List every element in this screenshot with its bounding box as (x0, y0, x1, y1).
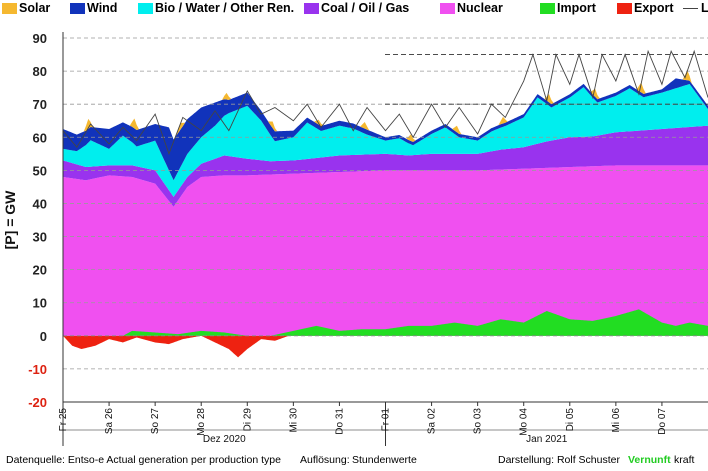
legend-item: Solar (2, 0, 50, 16)
x-tick-label: Mo 04 (519, 408, 530, 436)
y-tick-label: 20 (33, 263, 47, 278)
legend-label: Bio / Water / Other Ren. (155, 1, 295, 15)
y-tick-label: 0 (40, 329, 47, 344)
y-tick-label: -10 (28, 362, 47, 377)
legend: Solar Wind Bio / Water / Other Ren. Coal / … (0, 0, 708, 16)
y-tick-label: 50 (33, 163, 47, 178)
legend-swatch (2, 2, 17, 14)
x-tick-label: Do 07 (657, 408, 668, 435)
footer: Datenquelle: Entso-e Actual generation p… (0, 451, 708, 471)
y-tick-label: 70 (33, 97, 47, 112)
legend-swatch (440, 2, 455, 14)
legend-swatch (70, 2, 85, 14)
legend-item: Load (683, 0, 708, 16)
footer-resolution-value: Stundenwerte (352, 454, 417, 466)
y-tick-label: 30 (33, 230, 47, 245)
x-tick-label: Di 29 (242, 408, 253, 432)
legend-item: Import (540, 0, 596, 16)
area-bio-water-other-ren (63, 84, 708, 197)
chart: 90 80 70 60 50 40 30 20 10 0 -10 -20 [P] = GW Fr 25 Sa… (2, 31, 708, 446)
x-tick-label: Mo 28 (196, 408, 207, 436)
legend-item: Export (617, 0, 674, 16)
legend-swatch (683, 7, 698, 9)
legend-label: Import (557, 1, 596, 15)
y-tick-label: 80 (33, 64, 47, 79)
y-tick-label: 40 (33, 196, 47, 211)
footer-author: Darstellung: Rolf Schuster (498, 454, 620, 466)
legend-label: Load (701, 1, 708, 15)
area-export (63, 335, 708, 358)
legend-label: Nuclear (457, 1, 503, 15)
legend-swatch (540, 2, 555, 14)
legend-label: Solar (19, 1, 51, 15)
legend-label: Export (634, 1, 674, 15)
x-tick-label: Do 31 (334, 408, 345, 435)
month-label: Jan 2021 (526, 434, 568, 445)
footer-brand-green: Vernunft (628, 454, 671, 466)
load-line (62, 49, 708, 156)
x-tick-label: Fr 25 (58, 408, 69, 432)
month-label: Dez 2020 (203, 434, 246, 445)
legend-label: Coal / Oil / Gas (321, 1, 410, 15)
x-tick-label: Mi 06 (611, 408, 622, 433)
x-tick-label: Sa 26 (104, 408, 115, 435)
footer-brand-rest: kraft (674, 454, 695, 466)
legend-item: Wind (70, 0, 117, 16)
area-import (63, 309, 708, 336)
legend-item: Nuclear (440, 0, 503, 16)
area-coal-oil-gas (63, 125, 708, 207)
x-tick-label: Di 05 (565, 408, 576, 432)
x-tick-label: Sa 02 (427, 408, 438, 435)
y-tick-label: -20 (28, 395, 47, 410)
footer-resolution-label: Auflösung: (300, 454, 350, 466)
legend-item: Coal / Oil / Gas (304, 0, 409, 16)
legend-swatch (304, 2, 319, 14)
area-nuclear (63, 165, 708, 336)
footer-source: Datenquelle: Entso-e Actual generation p… (6, 454, 281, 466)
legend-item: Bio / Water / Other Ren. (138, 0, 294, 16)
x-tick-label: So 03 (473, 408, 484, 435)
x-tick-label: Mi 30 (288, 408, 299, 433)
legend-swatch (138, 2, 153, 14)
y-tick-label: 90 (33, 31, 47, 46)
y-axis-label: [P] = GW (2, 190, 18, 250)
x-tick-label: So 27 (150, 408, 161, 435)
legend-label: Wind (87, 1, 118, 15)
y-tick-label: 10 (33, 296, 47, 311)
x-tick-label: Fr 01 (381, 408, 392, 432)
y-tick-label: 60 (33, 130, 47, 145)
legend-swatch (617, 2, 632, 14)
